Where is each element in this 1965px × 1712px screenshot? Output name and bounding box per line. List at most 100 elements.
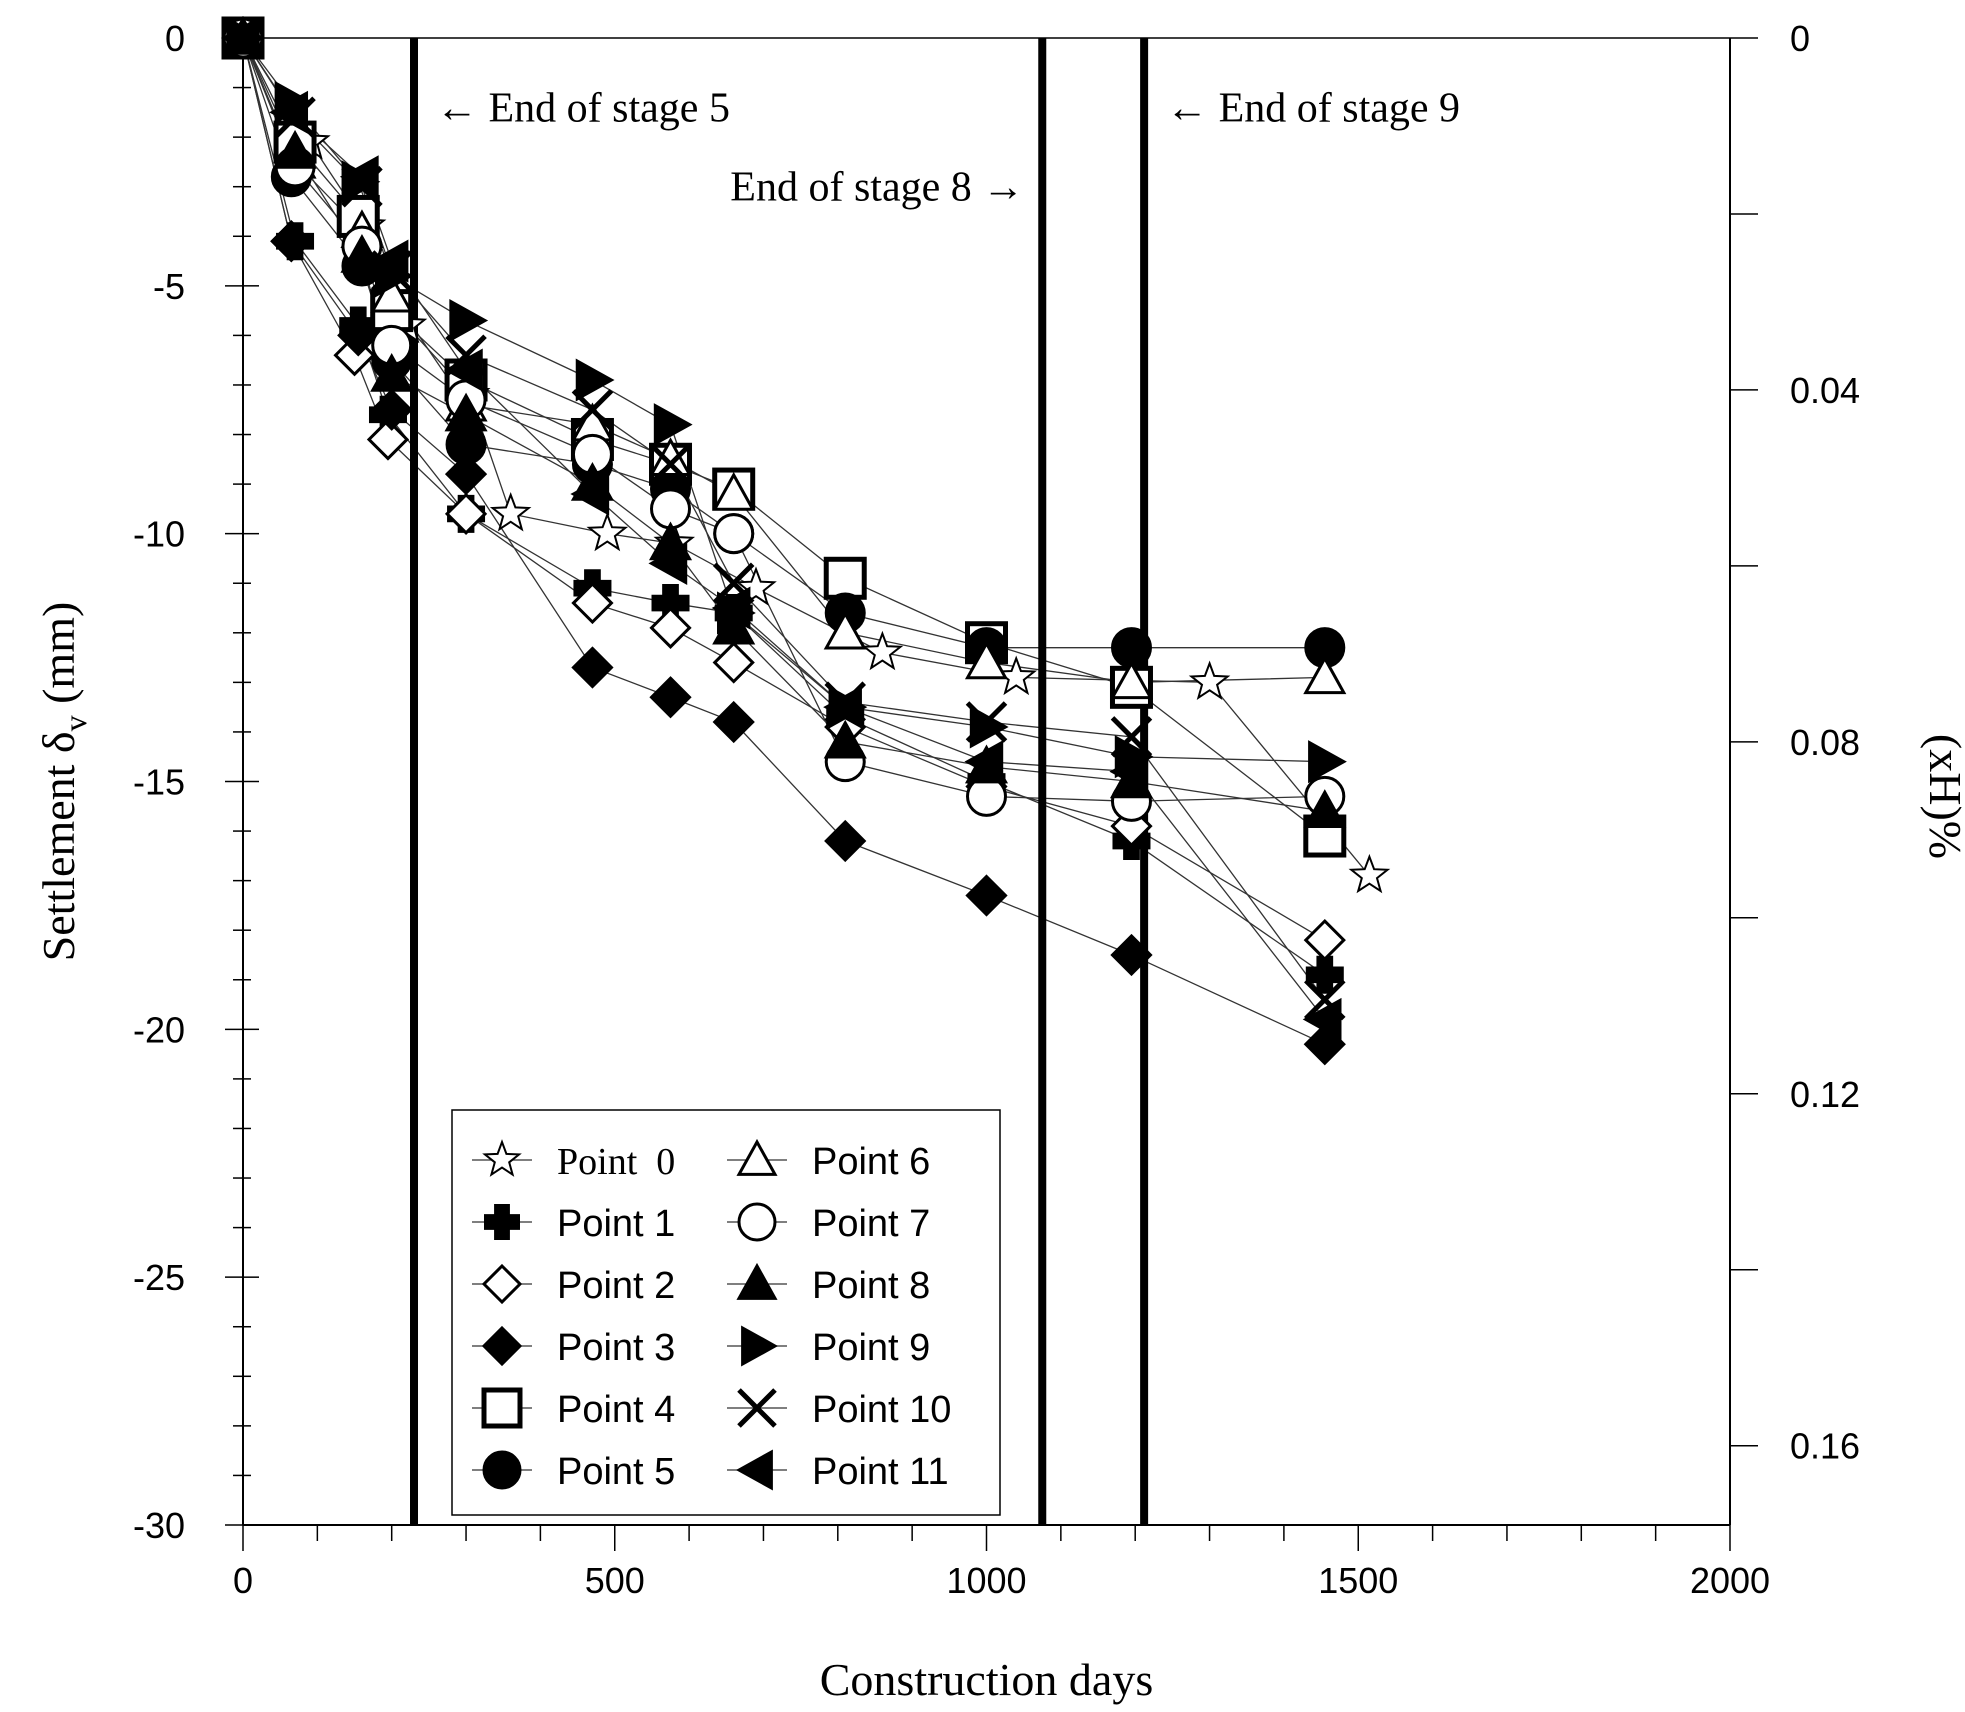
data-point-star-open [1188, 660, 1231, 701]
y2-tick-label: 0.04 [1790, 370, 1860, 411]
series-line-1 [242, 37, 1326, 976]
legend-label: Point 2 [557, 1265, 675, 1307]
data-point-triangle-open [712, 471, 756, 511]
data-point-triangle-left [369, 239, 409, 283]
data-point-triangle-left [1302, 997, 1342, 1041]
data-point-triangle-left [735, 1449, 773, 1491]
y2-tick-label: 0 [1790, 18, 1810, 59]
data-point-triangle-right [1308, 740, 1347, 784]
data-point-diamond-open [571, 581, 614, 625]
ticks [225, 37, 1758, 1551]
data-point-diamond-open [481, 1263, 523, 1305]
y-tick-label: -25 [133, 1257, 185, 1298]
data-point-triangle-left [964, 740, 1004, 784]
data-point-triangle-open [1303, 655, 1347, 695]
data-point-circle [482, 1450, 522, 1490]
data-point-diamond [571, 646, 614, 689]
legend-label: Point 1 [557, 1203, 675, 1245]
data-point-plus [484, 1204, 520, 1240]
data-point-triangle-left [269, 90, 309, 134]
data-point-triangle-open [736, 1138, 778, 1176]
data-point-star-open [489, 491, 532, 532]
data-point-triangle-open [823, 610, 867, 650]
y-axis-title: Settlement δv (mm) [33, 602, 93, 962]
data-point-diamond [444, 453, 488, 496]
data-point-diamond [270, 220, 313, 263]
stage-annotation: ← End of stage 9 [1166, 85, 1460, 131]
data-point-triangle-left [711, 586, 751, 630]
y2-tick-label: 0.12 [1790, 1074, 1860, 1115]
stage-annotation: End of stage 8 → [730, 165, 1024, 211]
legend-label: Point 11 [812, 1451, 949, 1493]
x-tick-label: 1000 [946, 1560, 1026, 1601]
data-point-diamond-open [649, 606, 692, 649]
data-point-star-open [482, 1139, 522, 1177]
data-point-diamond [712, 700, 755, 744]
data-point-triangle [736, 1262, 778, 1300]
x-tick-label: 1500 [1318, 1560, 1398, 1601]
legend-label: Point 7 [812, 1203, 930, 1245]
legend-label: Point 4 [557, 1389, 675, 1431]
data-point-diamond [965, 874, 1008, 917]
y-tick-label: -5 [153, 266, 185, 307]
data-point-triangle-open [1109, 660, 1154, 700]
data-point-cross [1110, 716, 1153, 758]
data-point-diamond [649, 676, 692, 719]
data-point-plus [1305, 955, 1344, 994]
data-point-triangle [1303, 789, 1347, 828]
data-point-plus [651, 584, 690, 623]
stage-annotation: ← End of stage 5 [436, 85, 730, 131]
data-point-triangle-left [1109, 750, 1149, 794]
legend-label: Point 8 [812, 1265, 930, 1307]
data-point-diamond-open [366, 418, 410, 461]
data-point-diamond-open [712, 641, 755, 684]
data-point-diamond [824, 819, 867, 863]
legend-label: Point 0 [557, 1141, 675, 1183]
data-point-triangle [370, 352, 414, 392]
data-point-cross [649, 443, 692, 486]
data-point-cross [571, 388, 614, 431]
data-point-triangle-open [370, 273, 414, 313]
y-tick-label: -15 [133, 762, 185, 803]
data-point-star-open [1348, 853, 1391, 894]
data-point-diamond-open [444, 492, 488, 535]
data-point-diamond [370, 388, 413, 431]
y-tick-label: -30 [133, 1505, 185, 1546]
right-axis-title: (xH)% [1920, 734, 1965, 859]
data-point-diamond [481, 1325, 523, 1367]
legend: Point 0 Point 1 Point 2 Point 3 Point 4 Point… [451, 1109, 1001, 1516]
data-point-triangle-left [570, 472, 610, 516]
data-point-triangle-left [823, 685, 862, 729]
data-point-star-open [735, 566, 777, 606]
data-point-triangle-right [575, 358, 615, 402]
legend-label: Point 3 [557, 1327, 675, 1369]
y-tick-label: -20 [133, 1009, 185, 1050]
data-point-square-open [823, 556, 867, 600]
x-tick-label: 500 [585, 1560, 645, 1601]
data-point-square-open [481, 1387, 523, 1429]
legend-label: Point 6 [812, 1141, 930, 1183]
data-point-circle-open [737, 1202, 777, 1242]
series-line-8 [242, 37, 1325, 812]
data-point-triangle-right [741, 1325, 779, 1367]
data-point-triangle [273, 129, 317, 169]
y2-tick-label: 0.16 [1790, 1426, 1860, 1467]
x-tick-label: 2000 [1690, 1560, 1770, 1601]
legend-label: Point 5 [557, 1451, 675, 1493]
data-markers [220, 15, 1391, 1066]
tick-labels: 0 500 1000 1500 2000 0 -5 -10 -15 -20 -25 -30 0 0.04 0… [133, 18, 1860, 1601]
data-point-diamond [1110, 933, 1153, 977]
data-point-triangle-left [339, 155, 379, 199]
data-point-triangle-left [220, 16, 260, 60]
data-point-star-open [861, 630, 904, 671]
data-point-triangle-left [648, 541, 688, 585]
data-point-triangle-left [443, 348, 483, 392]
data-point-star-open [586, 511, 629, 552]
data-point-triangle [823, 719, 867, 759]
legend-label: Point 9 [812, 1327, 930, 1369]
data-point-triangle [444, 392, 488, 432]
data-point-triangle-open [964, 640, 1009, 680]
data-point-triangle-right [449, 298, 489, 343]
data-point-triangle-right [653, 403, 693, 447]
